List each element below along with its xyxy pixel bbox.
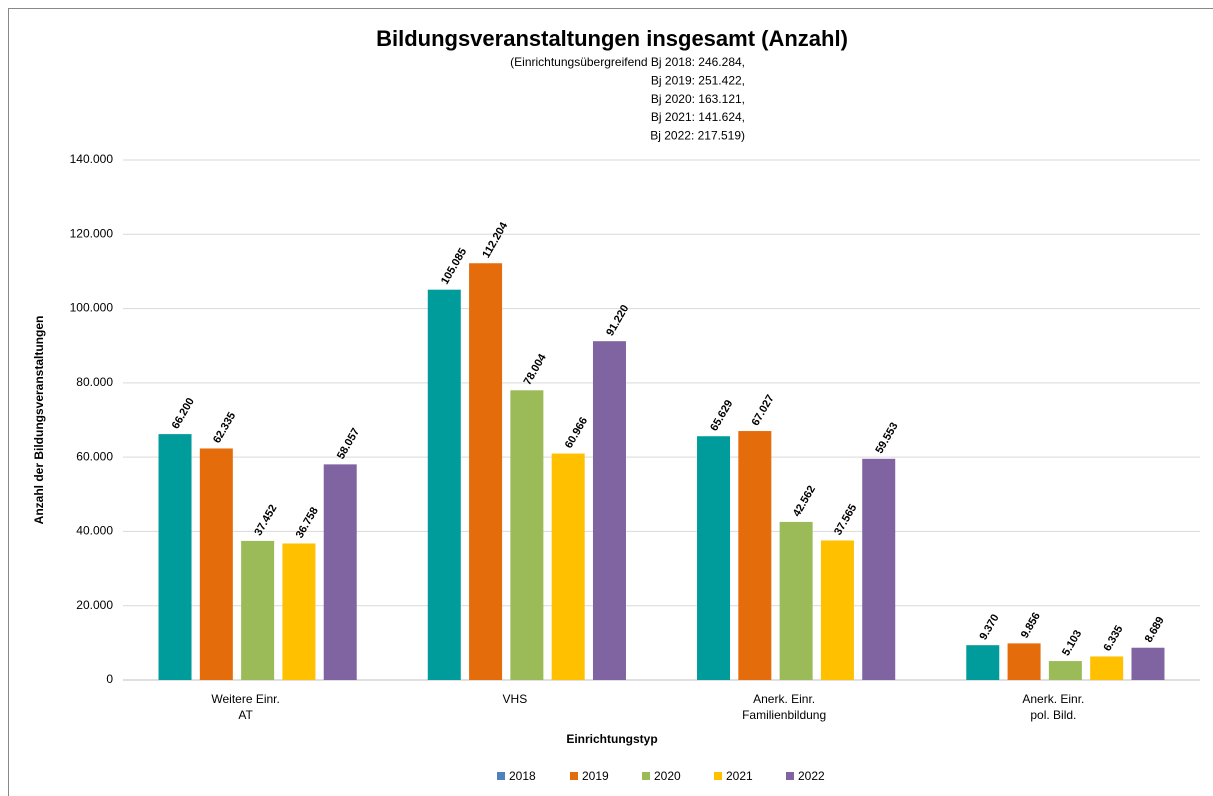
legend-swatch (642, 772, 650, 780)
data-label: 60.966 (563, 415, 590, 450)
data-label: 9.370 (977, 612, 1001, 642)
bar (551, 453, 585, 680)
legend-label: 2020 (654, 769, 681, 783)
bar (820, 540, 854, 680)
data-label: 66.200 (170, 396, 197, 431)
data-label: 36.758 (294, 505, 321, 540)
bar (592, 341, 626, 680)
bar (1048, 661, 1082, 680)
bar (158, 434, 192, 680)
legend-label: 2018 (509, 769, 536, 783)
bar (1090, 656, 1124, 680)
data-label: 78.004 (522, 351, 550, 387)
bar (1007, 643, 1041, 680)
legend-label: 2022 (798, 769, 825, 783)
data-label: 6.335 (1101, 624, 1125, 654)
bar (427, 289, 461, 680)
bar (469, 263, 503, 680)
y-axis-title: Anzahl der Bildungsveranstaltungen (32, 316, 46, 525)
x-tick-label: Familienbildung (742, 708, 826, 722)
legend-swatch (714, 772, 722, 780)
data-label: 42.562 (791, 484, 818, 519)
data-label: 112.204 (480, 220, 510, 261)
bar (510, 390, 544, 680)
bar (241, 540, 275, 680)
data-label: 5.103 (1060, 628, 1084, 658)
y-tick-label: 0 (106, 672, 113, 686)
bar (1131, 647, 1165, 680)
y-tick-label: 80.000 (76, 375, 113, 389)
x-tick-label: pol. Bild. (1030, 708, 1076, 722)
bar (323, 464, 357, 680)
subtitle: Bj 2020: 163.121, (651, 92, 745, 106)
y-tick-label: 140.000 (70, 152, 114, 166)
y-tick-label: 20.000 (76, 598, 113, 612)
data-label: 65.629 (708, 398, 735, 433)
data-label: 9.856 (1019, 611, 1043, 641)
x-tick-label: Anerk. Einr. (753, 692, 815, 706)
x-tick-label: Weitere Einr. (211, 692, 279, 706)
data-label: 62.335 (211, 410, 238, 445)
data-label: 37.452 (252, 503, 279, 538)
bar (697, 436, 731, 680)
data-label: 105.085 (439, 246, 469, 286)
chart-title: Bildungsveranstaltungen insgesamt (Anzah… (376, 26, 848, 51)
bar (862, 458, 896, 680)
x-tick-label: Anerk. Einr. (1022, 692, 1084, 706)
y-tick-label: 120.000 (70, 226, 114, 240)
legend-swatch (497, 772, 505, 780)
chart-border (8, 8, 1213, 796)
x-tick-label: AT (238, 708, 253, 722)
data-label: 37.565 (832, 502, 859, 537)
legend-label: 2019 (582, 769, 609, 783)
bar (282, 543, 316, 680)
y-tick-label: 40.000 (76, 524, 113, 538)
bar (779, 521, 813, 680)
y-tick-label: 60.000 (76, 449, 113, 463)
y-tick-label: 100.000 (70, 301, 114, 315)
subtitle: Bj 2021: 141.624, (651, 110, 745, 124)
subtitle: Bj 2022: 217.519) (650, 128, 745, 142)
legend-swatch (570, 772, 578, 780)
x-tick-label: VHS (503, 692, 528, 706)
subtitle: (Einrichtungsübergreifend Bj 2018: 246.2… (510, 55, 745, 69)
bar (966, 645, 1000, 680)
bar (199, 448, 233, 680)
data-label: 67.027 (750, 393, 777, 428)
x-axis-title: Einrichtungstyp (566, 732, 657, 746)
subtitle: Bj 2019: 251.422, (651, 73, 745, 87)
data-label: 8.689 (1143, 615, 1167, 645)
legend-swatch (786, 772, 794, 780)
data-label: 59.553 (873, 421, 900, 456)
legend-label: 2021 (726, 769, 753, 783)
data-label: 58.057 (335, 426, 362, 461)
bar (738, 431, 772, 680)
